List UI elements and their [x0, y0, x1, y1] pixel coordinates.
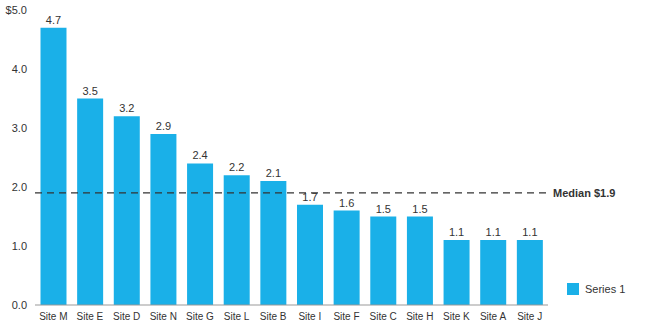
svg-text:Site A: Site A: [480, 311, 506, 322]
svg-text:3.0: 3.0: [12, 122, 27, 134]
svg-text:Site G: Site G: [186, 311, 214, 322]
svg-text:2.2: 2.2: [229, 161, 244, 173]
svg-text:Site D: Site D: [113, 311, 140, 322]
svg-text:4.0: 4.0: [12, 63, 27, 75]
svg-text:1.0: 1.0: [12, 240, 27, 252]
svg-text:2.9: 2.9: [156, 120, 171, 132]
svg-text:4.7: 4.7: [46, 14, 61, 26]
svg-text:3.5: 3.5: [82, 85, 97, 97]
svg-text:Site B: Site B: [260, 311, 287, 322]
svg-text:Site F: Site F: [333, 311, 359, 322]
svg-text:$5.0: $5.0: [8, 4, 27, 16]
svg-text:1.1: 1.1: [449, 226, 464, 238]
svg-text:3.2: 3.2: [119, 102, 134, 114]
svg-text:Site I: Site I: [298, 311, 321, 322]
svg-text:1.1: 1.1: [486, 226, 501, 238]
svg-text:2.0: 2.0: [12, 181, 27, 193]
svg-text:0.0: 0.0: [12, 299, 27, 311]
svg-text:1.5: 1.5: [376, 203, 391, 215]
svg-text:1.1: 1.1: [522, 226, 537, 238]
svg-text:1.6: 1.6: [339, 197, 354, 209]
svg-text:2.4: 2.4: [192, 149, 207, 161]
svg-text:Site C: Site C: [369, 311, 396, 322]
svg-text:Site N: Site N: [150, 311, 177, 322]
svg-text:Site L: Site L: [224, 311, 250, 322]
svg-text:2.1: 2.1: [266, 167, 281, 179]
svg-text:1.7: 1.7: [302, 191, 317, 203]
svg-text:Site E: Site E: [77, 311, 104, 322]
html-text:Series 1: Series 1: [585, 283, 626, 295]
svg-text:Site K: Site K: [443, 311, 470, 322]
svg-text:Site M: Site M: [39, 311, 67, 322]
svg-text:Site H: Site H: [406, 311, 433, 322]
svg-text:Median $1.9: Median $1.9: [553, 187, 615, 199]
svg-text:Site J: Site J: [517, 311, 542, 322]
svg-text:1.5: 1.5: [412, 203, 427, 215]
